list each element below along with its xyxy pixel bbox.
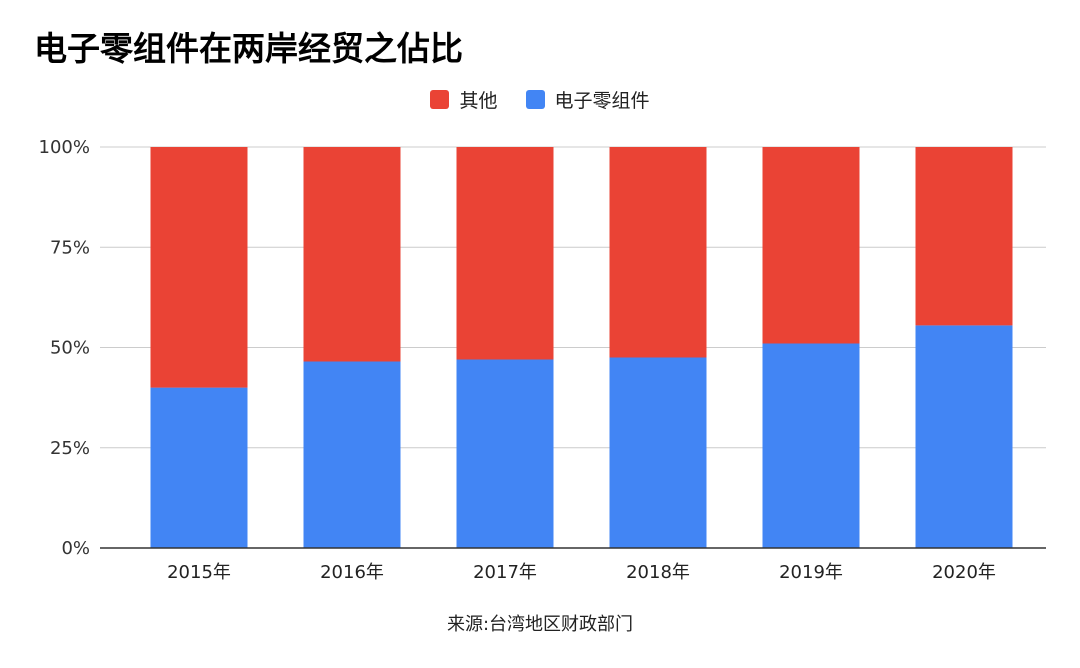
x-tick-label: 2020年	[932, 562, 996, 583]
legend-swatch	[525, 90, 545, 109]
legend-label: 电子零组件	[554, 90, 650, 112]
bar-segment	[609, 357, 707, 548]
bar-segment	[762, 343, 860, 548]
bar-segment	[915, 147, 1013, 326]
legend-item: 其他	[430, 86, 498, 113]
bar-segment	[456, 147, 554, 360]
x-tick-label: 2015年	[167, 562, 231, 583]
y-tick-label: 100%	[39, 137, 90, 158]
bar-segment	[915, 325, 1013, 548]
bar-segment	[456, 359, 554, 548]
bar-segment	[303, 361, 401, 548]
y-tick-label: 50%	[50, 338, 90, 359]
x-tick-label: 2016年	[320, 562, 384, 583]
bar-segment	[150, 387, 248, 548]
legend-item: 电子零组件	[525, 86, 650, 113]
bar-segment	[303, 147, 401, 362]
x-tick-label: 2019年	[779, 562, 843, 583]
legend: 其他 电子零组件	[0, 86, 1080, 113]
source-note: 来源:台湾地区财政部门	[446, 614, 634, 635]
chart-title: 电子零组件在两岸经贸之佔比	[34, 29, 463, 68]
x-tick-label: 2018年	[626, 562, 690, 583]
bar-segment	[609, 147, 707, 358]
bar-segment	[762, 147, 860, 344]
x-tick-label: 2017年	[473, 562, 537, 583]
y-tick-label: 0%	[61, 538, 90, 559]
legend-label: 其他	[459, 90, 498, 112]
bar-segment	[150, 147, 248, 388]
legend-swatch	[430, 90, 450, 109]
y-tick-label: 25%	[50, 438, 90, 459]
y-tick-label: 75%	[50, 237, 90, 258]
